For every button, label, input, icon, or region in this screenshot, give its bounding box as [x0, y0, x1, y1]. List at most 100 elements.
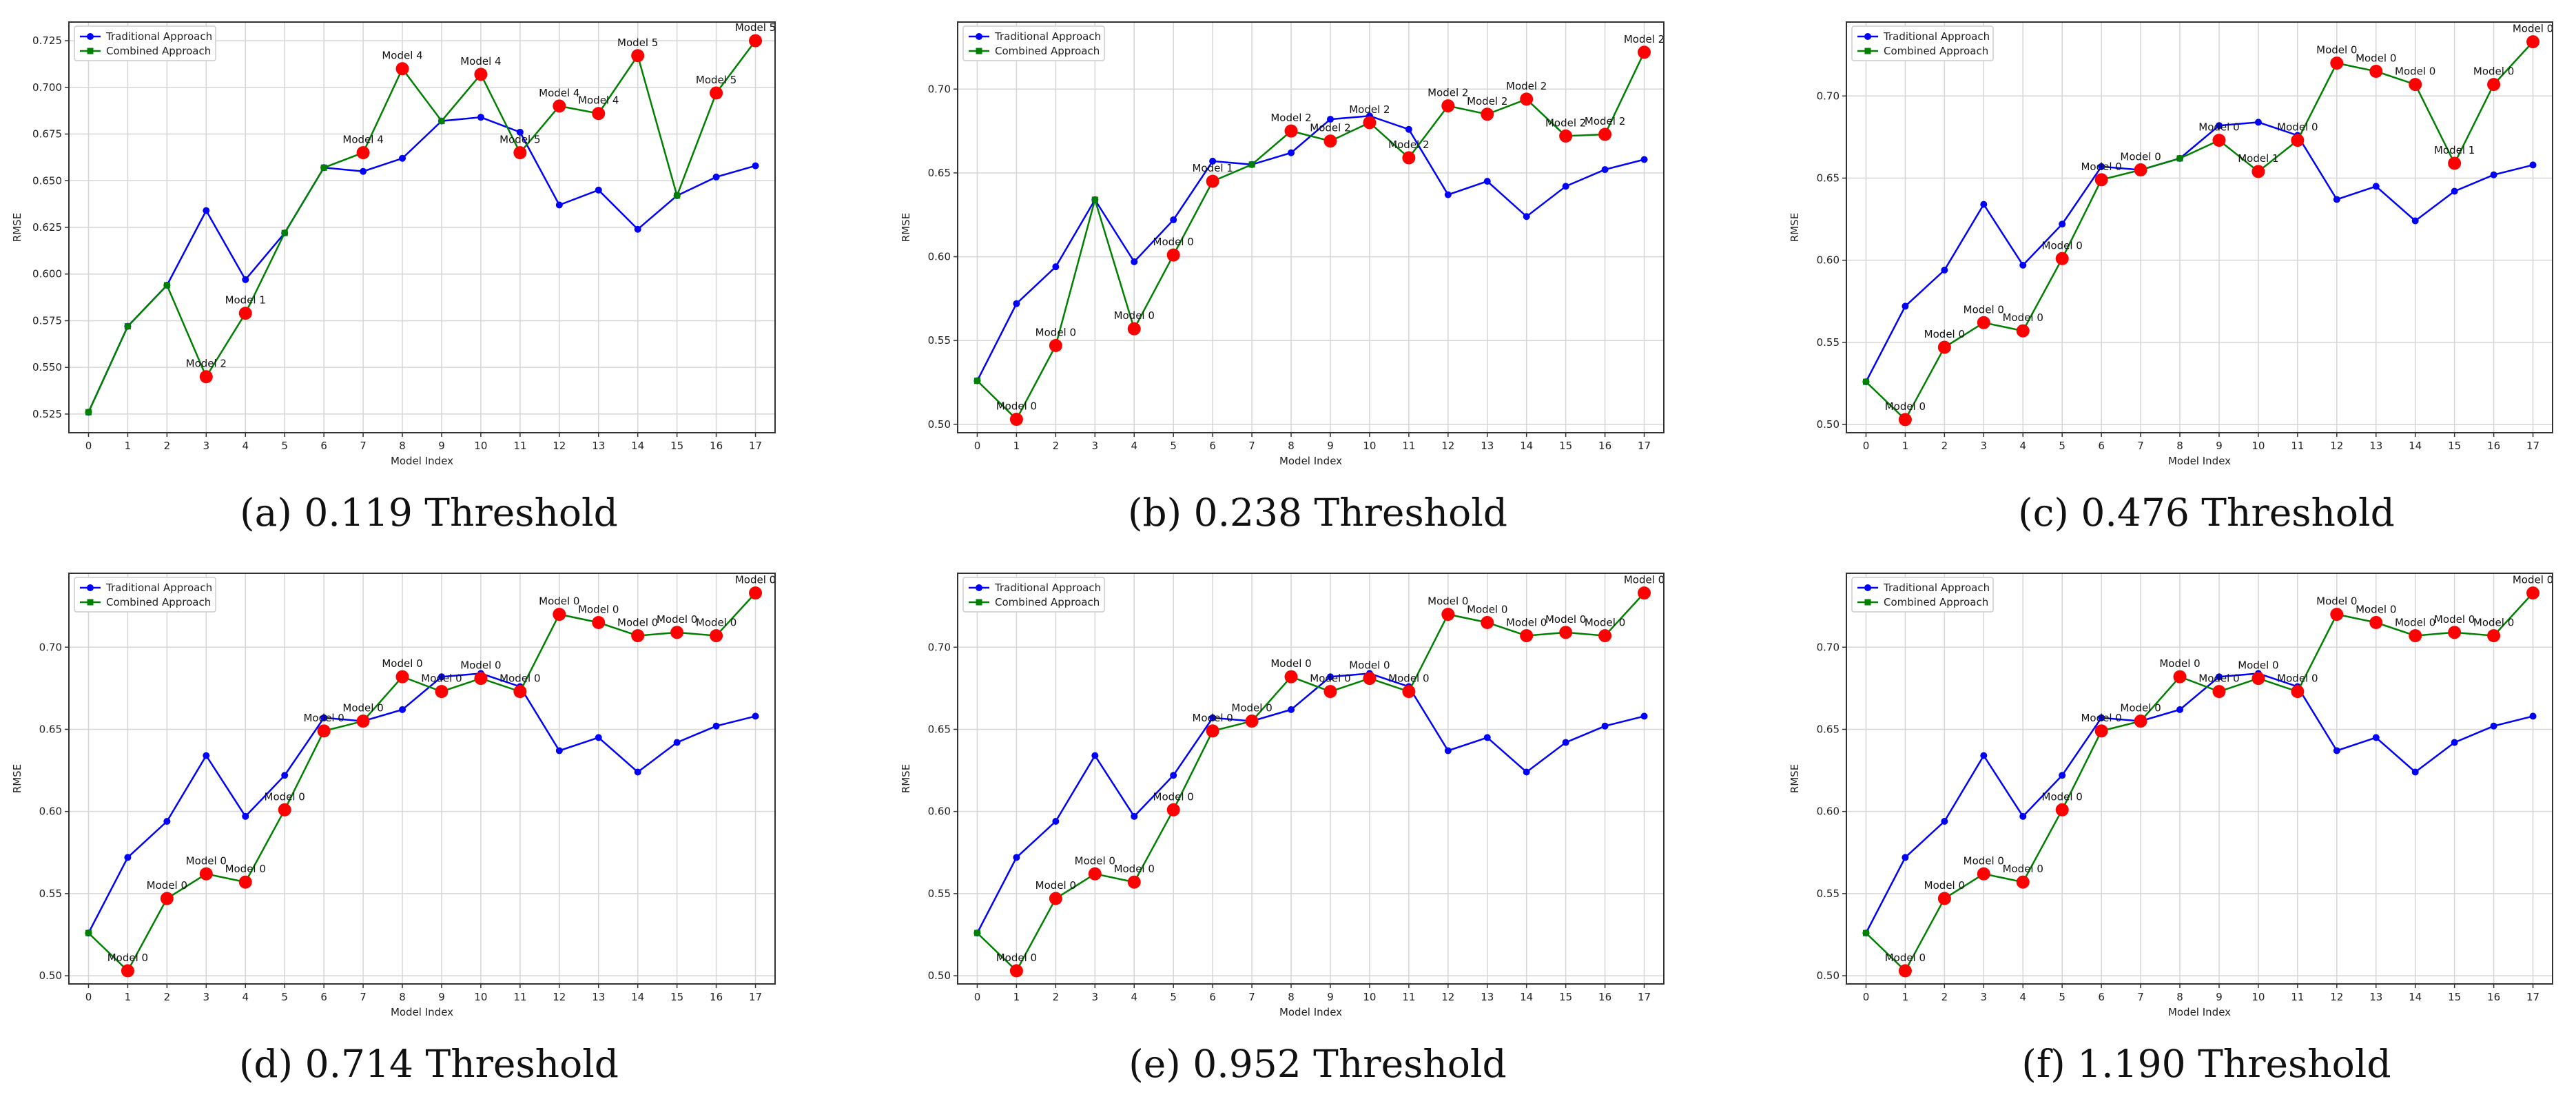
highlight-point [1245, 715, 1259, 728]
highlight-point [1520, 629, 1534, 643]
x-tick-label: 1 [1902, 440, 1909, 452]
x-tick-label: 0 [1863, 440, 1870, 452]
annotation-label: Model 0 [1885, 952, 1926, 964]
x-ticks-b: 0 1 2 3 4 5 6 7 8 9 10 11 12 13 14 15 16 17 [974, 433, 1651, 452]
highlight-point [749, 586, 763, 600]
y-tick-label: 0.625 [32, 221, 62, 234]
highlight-point [592, 107, 606, 121]
highlight-point [1088, 867, 1102, 881]
grid-b [958, 22, 1664, 433]
x-ticks-f: 0 1 2 3 4 5 6 7 8 9 10 11 12 13 14 15 16 17 [1863, 984, 2539, 1003]
data-point [595, 734, 602, 741]
legend-marker [1864, 33, 1871, 40]
highlight-point [1977, 867, 1990, 881]
legend-entry: Traditional Approach [105, 30, 212, 43]
x-tick-label: 3 [1981, 991, 1988, 1003]
y-tick-label: 0.60 [928, 251, 951, 263]
x-tick-label: 12 [1441, 440, 1454, 452]
highlight-point [553, 99, 566, 113]
legend-entry: Traditional Approach [1883, 582, 1990, 594]
data-point [203, 752, 210, 759]
annotation-label: Model 0 [2473, 617, 2514, 629]
chart-panel-e: 0 1 2 3 4 5 6 7 8 9 10 11 12 13 14 15 16 17 0.50 0.55 0.60 0.… [889, 551, 1746, 1099]
x-tick-label: 15 [1559, 991, 1572, 1003]
data-point [1091, 196, 1098, 203]
legend-f: Traditional Approach Combined Approach [1851, 577, 1994, 613]
highlight-point [356, 715, 370, 728]
data-point [1980, 752, 1988, 759]
x-tick-label: 13 [1481, 440, 1494, 452]
x-tick-label: 11 [1402, 440, 1415, 452]
data-point [2333, 747, 2340, 754]
highlight-point [395, 670, 409, 684]
data-point [1562, 739, 1569, 746]
annotation-label: Model 0 [2316, 44, 2357, 57]
plot-frame-c [1846, 21, 2553, 433]
x-tick-label: 14 [2409, 440, 2422, 452]
annotation-label: Model 0 [1964, 854, 2004, 867]
legend-box [962, 25, 1105, 61]
legend-marker [976, 33, 982, 40]
annotation-label: Model 0 [1035, 879, 1076, 892]
chart-panel-b: 0 1 2 3 4 5 6 7 8 9 10 11 12 13 14 15 16 17 0.50 0.55 0.60 0.… [889, 0, 1746, 548]
x-tick-label: 0 [974, 991, 981, 1003]
x-tick-label: 4 [242, 440, 249, 452]
x-tick-label: 13 [2369, 440, 2382, 452]
highlight-point [1520, 92, 1534, 106]
series-line [976, 672, 1645, 934]
highlight-point [710, 86, 723, 100]
data-point [399, 706, 406, 713]
data-point [1640, 156, 1648, 163]
data-point [320, 164, 327, 171]
plot-frame-d [68, 573, 776, 985]
chart-e-svg: 0 1 2 3 4 5 6 7 8 9 10 11 12 13 14 15 16 170.500.550.600.… [900, 573, 1665, 1018]
x-tick-label: 12 [1441, 991, 1454, 1003]
data-point [2019, 812, 2027, 820]
x-tick-label: 4 [1131, 440, 1137, 452]
data-point [1248, 161, 1255, 168]
annotation-label: Model 0 [1075, 854, 1115, 867]
data-point [1601, 166, 1609, 174]
x-tick-label: 3 [1981, 440, 1988, 452]
legend-box [74, 577, 216, 613]
highlight-point [2094, 724, 2108, 738]
chart-a-svg: 0 1 2 3 4 5 6 7 8 9 10 11 12 13 14 15 16 170.5250.5500.57… [11, 21, 776, 467]
grid-a [69, 22, 775, 433]
data-point [399, 154, 406, 162]
y-tick-label: 0.55 [1817, 887, 1840, 900]
data-point [203, 207, 210, 214]
x-tick-label: 3 [203, 440, 210, 452]
data-point [2019, 261, 2027, 269]
x-ticks-e: 0 1 2 3 4 5 6 7 8 9 10 11 12 13 14 15 16 17 [974, 984, 1651, 1003]
x-tick-label: 16 [710, 440, 723, 452]
annotation-label: Model 1 [225, 294, 266, 307]
data-point [242, 812, 249, 820]
y-tick-label: 0.60 [928, 805, 951, 818]
series-traditional-c [1862, 119, 2537, 386]
x-tick-label: 11 [2291, 440, 2304, 452]
x-tick-label: 9 [2216, 991, 2223, 1003]
highlight-point [2487, 629, 2501, 643]
data-point [2529, 161, 2537, 169]
data-point [1091, 752, 1099, 759]
annotation-label: Model 0 [1964, 303, 2004, 316]
annotation-label: Model 1 [2238, 152, 2278, 165]
data-point [674, 192, 681, 199]
caption-b: (b) 0.238 Threshold [1127, 491, 1508, 535]
annotation-label: Model 0 [225, 863, 266, 875]
x-tick-label: 8 [2176, 991, 2183, 1003]
y-ticks-c: 0.50 0.55 0.60 0.65 0.70 [1817, 90, 1846, 431]
annotation-label: Model 0 [2395, 65, 2435, 78]
legend-entry: Combined Approach [995, 45, 1100, 57]
y-axis-label-a: RMSE [11, 213, 23, 242]
x-tick-label: 5 [281, 440, 288, 452]
data-point [1601, 722, 1609, 730]
annotation-label: Model 5 [499, 134, 540, 146]
legend-marker [976, 48, 982, 54]
data-point [124, 323, 131, 330]
x-tick-label: 10 [2252, 991, 2265, 1003]
x-tick-label: 9 [438, 991, 445, 1003]
annotation-label: Model 0 [735, 574, 776, 586]
series-line [1865, 121, 2533, 382]
